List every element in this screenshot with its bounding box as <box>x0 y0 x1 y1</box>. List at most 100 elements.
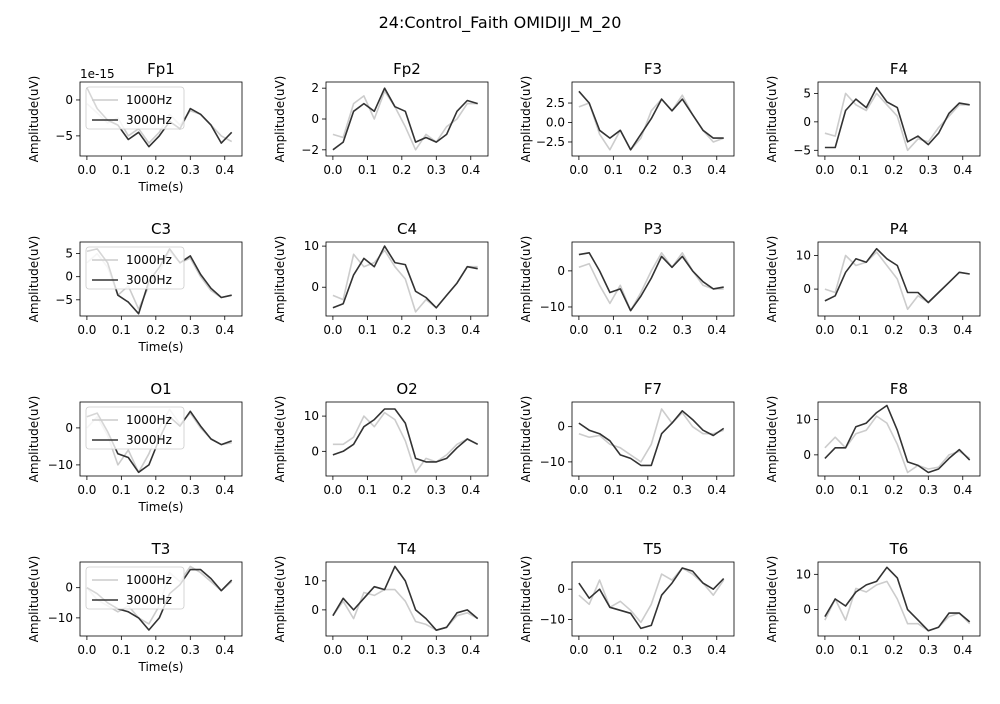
x-tick-label: 0.2 <box>392 323 411 337</box>
x-tick-label: 0.0 <box>569 163 588 177</box>
axes-frame <box>325 401 489 477</box>
subplot-title: F7 <box>644 380 662 398</box>
subplot-title: O1 <box>150 380 171 398</box>
x-tick-label: 0.2 <box>638 643 657 657</box>
x-tick-label: 0.0 <box>323 163 342 177</box>
y-tick-label: −2.5 <box>536 135 565 149</box>
y-tick-label: 0 <box>65 93 73 107</box>
x-tick-label: 0.0 <box>815 483 834 497</box>
series-line-1000hz <box>578 252 724 312</box>
x-tick-label: 0.0 <box>77 483 96 497</box>
y-axis-label: Amplitude(uV) <box>765 236 779 323</box>
axes-frame <box>79 401 243 477</box>
x-tick-label: 0.4 <box>707 483 726 497</box>
series-line-3000hz <box>332 87 478 151</box>
legend: 1000Hz 3000Hz <box>85 566 185 610</box>
x-tick-label: 0.4 <box>953 643 972 657</box>
x-tick-label: 0.3 <box>427 323 446 337</box>
axes-frame <box>571 401 735 477</box>
axes-frame <box>325 241 489 317</box>
x-tick-label: 0.0 <box>569 483 588 497</box>
series-line-1000hz <box>824 580 971 632</box>
y-tick-label: 10 <box>796 248 811 262</box>
x-tick-label: 0.0 <box>569 643 588 657</box>
x-tick-label: 0.0 <box>323 483 342 497</box>
axes-frame <box>571 81 735 157</box>
series-line-1000hz <box>332 249 478 313</box>
series-line-1000hz <box>332 411 479 474</box>
subplot-title: F8 <box>890 380 908 398</box>
axes-frame <box>817 401 981 477</box>
y-tick-label: 0 <box>65 581 73 595</box>
subplot-o2: O2 0.0 0.1 0.2 0.3 0.4 0 10 Amplitude(uV) <box>273 380 489 497</box>
series-line-1000hz <box>332 588 479 632</box>
subplot-title: P3 <box>644 220 663 238</box>
x-tick-label: 0.4 <box>215 483 234 497</box>
x-tick-label: 0.3 <box>181 163 200 177</box>
y-axis-label: Amplitude(uV) <box>765 396 779 483</box>
y-tick-label: 2 <box>311 81 319 95</box>
series-line-1000hz <box>578 567 725 624</box>
subplot-f8: F8 0.0 0.1 0.2 0.3 0.4 0 10 Amplitude(uV) <box>765 380 981 497</box>
x-tick-label: 0.3 <box>673 483 692 497</box>
x-tick-label: 0.2 <box>884 323 903 337</box>
x-tick-label: 0.1 <box>604 163 623 177</box>
x-tick-label: 0.1 <box>358 163 377 177</box>
y-axis-label: Amplitude(uV) <box>519 396 533 483</box>
series-line-3000hz <box>824 247 970 304</box>
y-tick-label: 2.5 <box>546 96 565 110</box>
x-tick-label: 0.2 <box>884 163 903 177</box>
y-tick-label: 10 <box>796 413 811 427</box>
y-tick-label: 0 <box>803 448 811 462</box>
x-tick-label: 0.4 <box>953 163 972 177</box>
x-tick-label: 0.1 <box>850 163 869 177</box>
legend: 1000Hz 3000Hz <box>85 406 185 450</box>
y-tick-label: −5 <box>55 293 73 307</box>
x-tick-label: 0.2 <box>392 483 411 497</box>
x-tick-label: 0.0 <box>323 323 342 337</box>
y-tick-label: 0 <box>65 421 73 435</box>
y-tick-label: 0 <box>311 444 319 458</box>
y-axis-label: Amplitude(uV) <box>519 556 533 643</box>
series-line-3000hz <box>578 409 725 467</box>
x-tick-label: 0.4 <box>215 163 234 177</box>
y-axis-label: Amplitude(uV) <box>519 236 533 323</box>
x-tick-label: 0.2 <box>392 163 411 177</box>
subplot-t6: T6 0.0 0.1 0.2 0.3 0.4 0 10 Amplitude(uV) <box>765 540 981 657</box>
x-tick-label: 0.4 <box>461 163 480 177</box>
subplot-title: C3 <box>151 220 171 238</box>
x-tick-label: 0.2 <box>638 483 657 497</box>
x-tick-label: 0.1 <box>112 643 131 657</box>
x-tick-label: 0.2 <box>146 483 165 497</box>
x-tick-label: 0.1 <box>358 643 377 657</box>
series-line-3000hz <box>332 245 478 309</box>
x-tick-label: 0.3 <box>181 483 200 497</box>
legend-box <box>85 406 185 450</box>
legend-box <box>85 86 185 130</box>
y-axis-label: Amplitude(uV) <box>765 556 779 643</box>
series-line-3000hz <box>332 565 479 632</box>
legend-label: 3000Hz <box>126 273 172 287</box>
x-axis-label: Time(s) <box>138 180 184 194</box>
x-tick-label: 0.2 <box>884 483 903 497</box>
x-tick-label: 0.0 <box>815 323 834 337</box>
y-tick-label: 0 <box>803 282 811 296</box>
y-tick-label: 0 <box>557 264 565 278</box>
x-tick-label: 0.3 <box>427 163 446 177</box>
y-tick-label: 10 <box>796 567 811 581</box>
legend-box <box>85 246 185 290</box>
subplot-c4: C4 0.0 0.1 0.2 0.3 0.4 0 10 Amplitude(uV) <box>273 220 489 337</box>
y-tick-label: 5 <box>803 86 811 100</box>
series-line-3000hz <box>578 567 725 630</box>
x-tick-label: 0.4 <box>953 483 972 497</box>
y-tick-label: 0.0 <box>546 116 565 130</box>
y-tick-label: 10 <box>304 239 319 253</box>
x-tick-label: 0.4 <box>215 323 234 337</box>
y-tick-label: −10 <box>540 612 565 626</box>
y-axis-label: Amplitude(uV) <box>27 236 41 323</box>
y-axis-label: Amplitude(uV) <box>273 556 287 643</box>
legend-label: 1000Hz <box>126 253 172 267</box>
y-tick-label: −10 <box>540 300 565 314</box>
axes-frame <box>817 561 981 637</box>
x-tick-label: 0.1 <box>604 643 623 657</box>
